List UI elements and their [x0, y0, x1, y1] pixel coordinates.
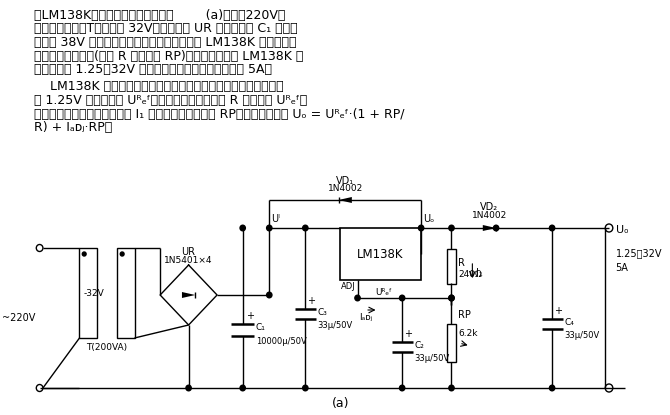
Circle shape	[267, 292, 272, 298]
Bar	[340, 228, 421, 280]
Circle shape	[121, 252, 124, 256]
Text: LM138K: LM138K	[357, 247, 403, 261]
Text: 1N4002: 1N4002	[328, 184, 363, 193]
Circle shape	[240, 225, 245, 231]
Text: 变为约 38V 不稳定的直流电压。该电压被送到 LM138K 的输入端，: 变为约 38V 不稳定的直流电压。该电压被送到 LM138K 的输入端，	[34, 36, 296, 49]
Text: ADJ: ADJ	[341, 282, 356, 291]
Circle shape	[549, 385, 555, 391]
Text: 恒定的，就有一个恒定的电流 I₁ 流过输出设定电位器 RP，因此输出电压 Uₒ = Uᴿₑᶠ·(1 + RP/: 恒定的，就有一个恒定的电流 I₁ 流过输出设定电位器 RP，因此输出电压 Uₒ …	[34, 107, 405, 120]
Circle shape	[399, 385, 405, 391]
Text: 1.25～32V: 1.25～32V	[616, 248, 662, 258]
Text: 6.2k: 6.2k	[458, 329, 478, 338]
Text: C₁: C₁	[256, 322, 266, 332]
Circle shape	[419, 225, 423, 231]
Bar	[80, 248, 96, 338]
Text: 为 1.25V 的基准电压 Uᴿₑᶠ，该基准电压加在电阵 R 上。由于 Uᴿₑᶠ是: 为 1.25V 的基准电压 Uᴿₑᶠ，该基准电压加在电阵 R 上。由于 Uᴿₑᶠ…	[34, 94, 307, 107]
Text: VD₂: VD₂	[480, 202, 498, 212]
Circle shape	[240, 385, 245, 391]
Text: C₂: C₂	[415, 340, 424, 349]
Text: 并在外接取样电路(电阵 R 和电位器 RP)的控制下，可在 LM138K 的: 并在外接取样电路(电阵 R 和电位器 RP)的控制下，可在 LM138K 的	[34, 49, 304, 63]
Text: 240Ω: 240Ω	[458, 269, 482, 278]
Circle shape	[303, 225, 308, 231]
Circle shape	[449, 385, 454, 391]
Text: R) + Iₐᴅⱼ·RP。: R) + Iₐᴅⱼ·RP。	[34, 121, 112, 134]
Circle shape	[449, 295, 454, 301]
Text: LM138K 稳压器在工作时，其输出端与调整端之间产生的标称值: LM138K 稳压器在工作时，其输出端与调整端之间产生的标称值	[34, 81, 283, 93]
Text: +: +	[245, 311, 253, 321]
Polygon shape	[182, 292, 195, 298]
Polygon shape	[483, 225, 496, 231]
Circle shape	[449, 225, 454, 231]
Circle shape	[303, 385, 308, 391]
Text: 33μ/50V: 33μ/50V	[415, 354, 450, 363]
Circle shape	[549, 225, 555, 231]
Text: 10000μ/50V: 10000μ/50V	[256, 337, 307, 346]
Text: Uₒ: Uₒ	[616, 225, 628, 235]
Circle shape	[355, 295, 360, 301]
Text: R: R	[458, 258, 465, 268]
Text: C₃: C₃	[318, 308, 328, 317]
Text: 用LM138K组成的稳压电源电路如图        (a)所示。220V交: 用LM138K组成的稳压电源电路如图 (a)所示。220V交	[34, 9, 285, 22]
Text: (a): (a)	[332, 397, 349, 410]
Text: 33μ/50V: 33μ/50V	[318, 321, 353, 330]
Text: Uᴿₑᶠ: Uᴿₑᶠ	[376, 288, 393, 297]
Bar	[117, 248, 135, 338]
Text: +: +	[308, 296, 315, 306]
Text: -32V: -32V	[83, 288, 104, 298]
Circle shape	[449, 295, 454, 301]
Text: 流市电经变压器T降压到约 32V，经整流桥 UR 整流，电容 C₁ 滤波，: 流市电经变压器T降压到约 32V，经整流桥 UR 整流，电容 C₁ 滤波，	[34, 22, 297, 36]
Text: 输出端获得 1.25～32V 的连续可调电压，输出电流可达 5A。: 输出端获得 1.25～32V 的连续可调电压，输出电流可达 5A。	[34, 63, 272, 76]
Text: C₄: C₄	[564, 317, 574, 327]
Text: 5A: 5A	[616, 263, 628, 273]
Text: Uᴵ: Uᴵ	[271, 214, 280, 224]
Circle shape	[82, 252, 86, 256]
Text: RP: RP	[458, 310, 471, 320]
Circle shape	[186, 385, 191, 391]
Text: ~220V: ~220V	[3, 313, 36, 323]
Bar	[447, 324, 456, 362]
Text: VD₁: VD₁	[336, 176, 354, 186]
Text: Iₐᴅⱼ: Iₐᴅⱼ	[359, 313, 373, 322]
Text: I₁: I₁	[476, 268, 483, 278]
Text: Uₒ: Uₒ	[423, 214, 434, 224]
Bar	[447, 249, 456, 284]
Polygon shape	[338, 197, 352, 203]
Text: 1N5401×4: 1N5401×4	[164, 256, 213, 265]
Text: +: +	[404, 329, 412, 339]
Text: 33μ/50V: 33μ/50V	[564, 331, 600, 340]
Text: T(200VA): T(200VA)	[86, 343, 127, 352]
Circle shape	[267, 225, 272, 231]
Text: UR: UR	[182, 247, 196, 257]
Text: 1N4002: 1N4002	[472, 211, 507, 220]
Text: +: +	[554, 306, 562, 316]
Circle shape	[493, 225, 498, 231]
Circle shape	[399, 295, 405, 301]
